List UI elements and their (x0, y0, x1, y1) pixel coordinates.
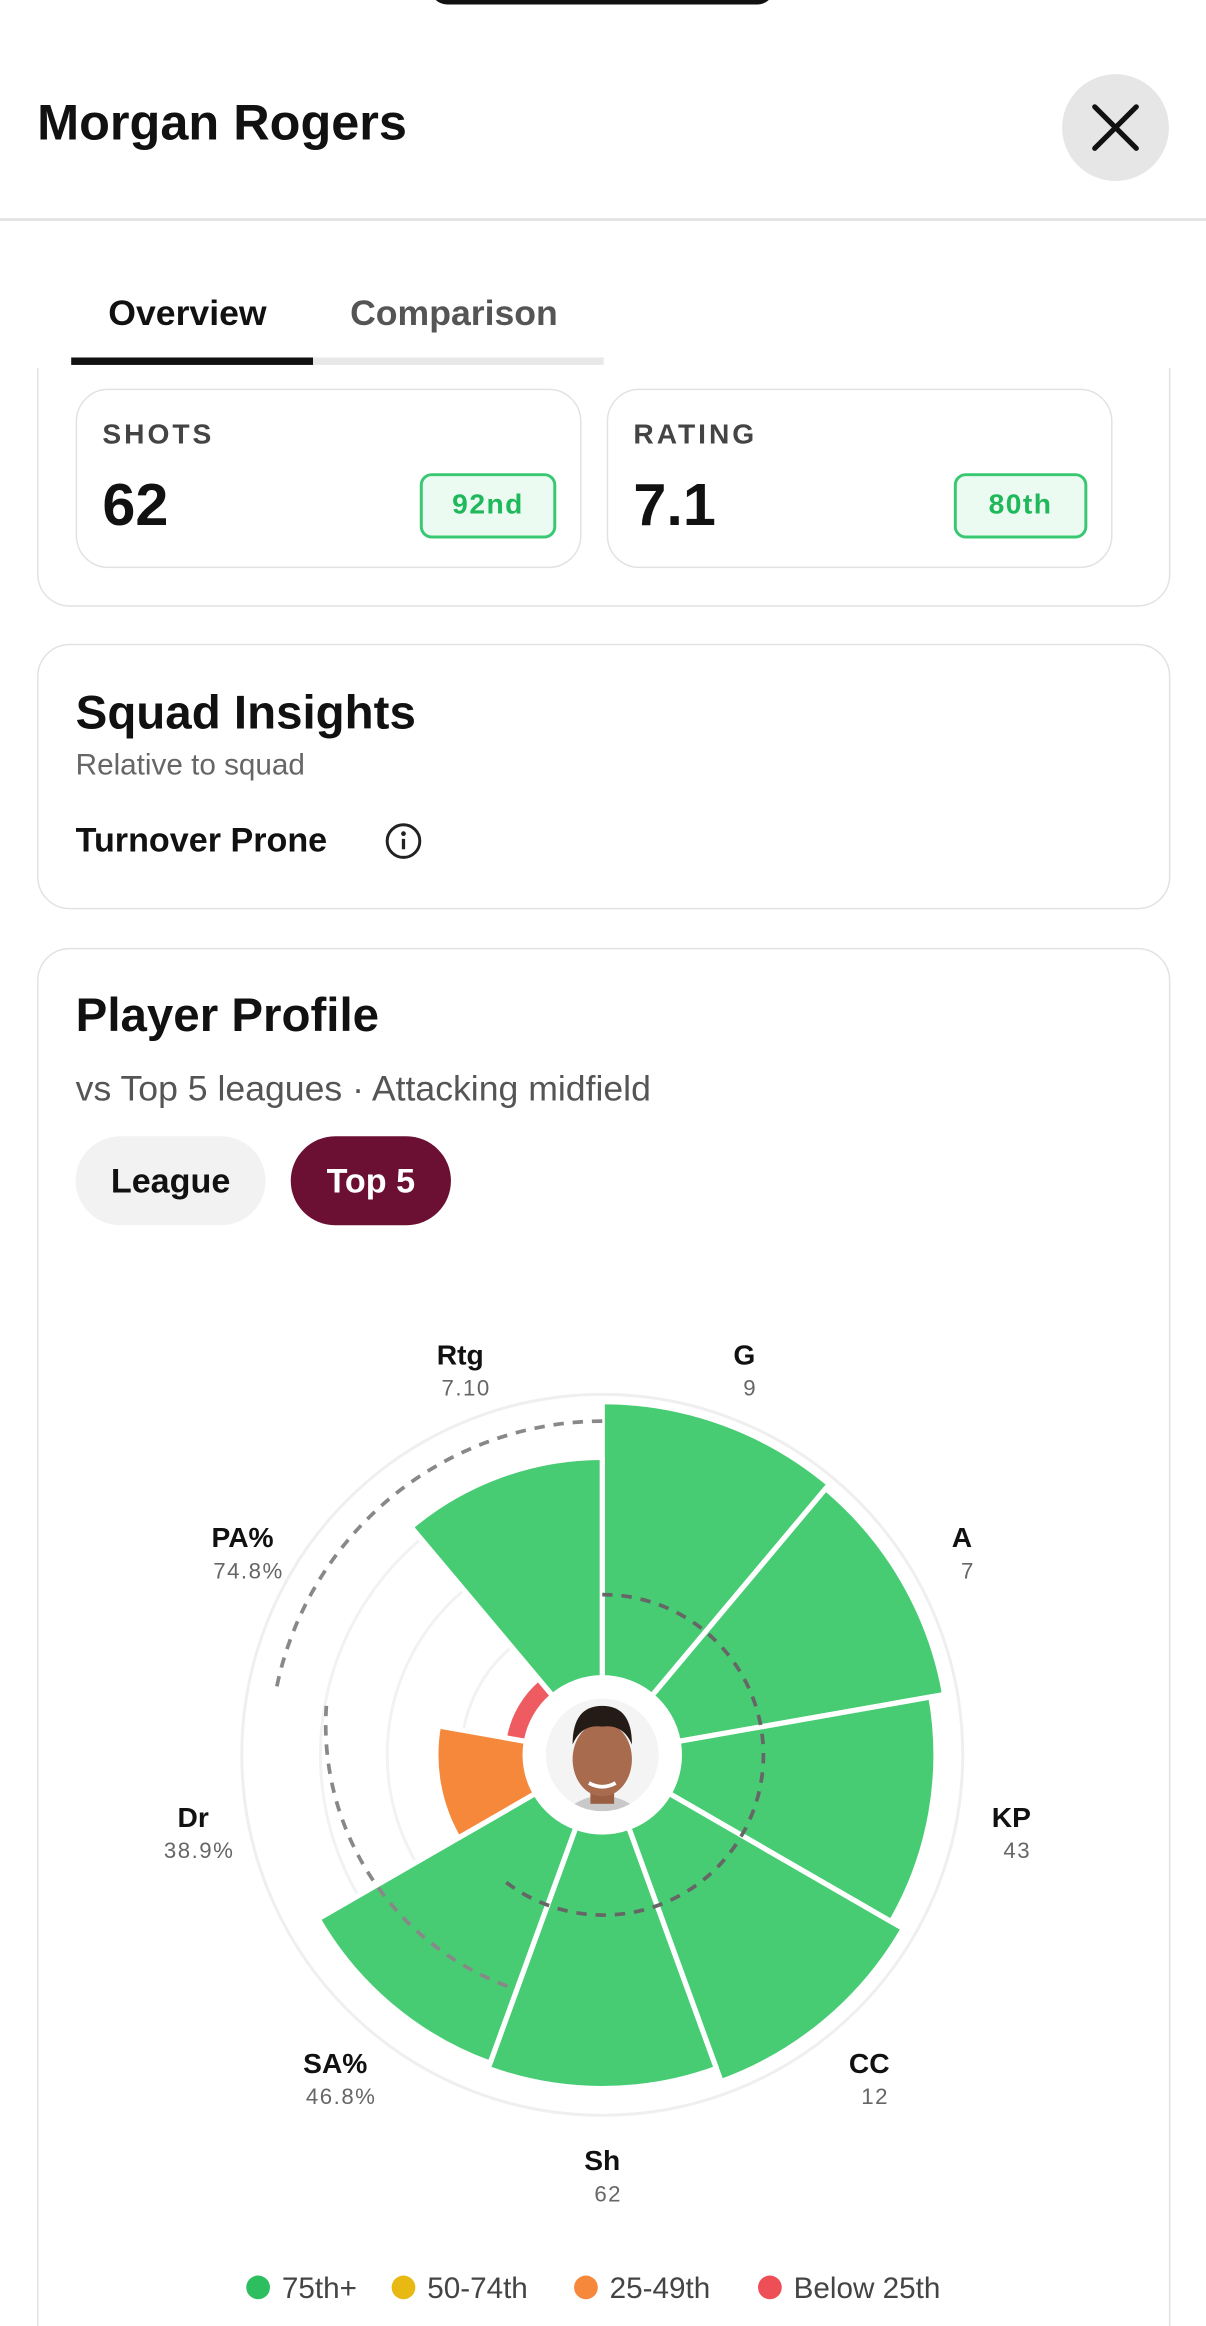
legend-label: 25-49th (610, 2272, 711, 2305)
stat-label: 12 (861, 2084, 889, 2109)
category-label: CC (849, 2047, 890, 2079)
card-subtitle: vs Top 5 leagues · Attacking midfield (75, 1069, 651, 1110)
stat-label: 74.8% (213, 1558, 284, 1583)
category-label: Rtg (437, 1339, 484, 1371)
stat-value: 7.1 (633, 473, 716, 539)
tab-track (71, 357, 604, 365)
legend-swatch (391, 2275, 416, 2300)
category-label: G (733, 1339, 755, 1371)
card-title: Squad Insights (75, 685, 416, 739)
stat-value: 62 (102, 473, 169, 539)
stat-label: 43 (1003, 1838, 1031, 1863)
card-subtitle: Relative to squad (75, 749, 305, 782)
close-icon (1092, 104, 1139, 151)
tab-bar: Overview Comparison (0, 222, 1206, 368)
legend-label: 75th+ (282, 2272, 357, 2305)
average-arc (274, 1419, 603, 1692)
stat-label: RATING (633, 419, 758, 451)
wedge (666, 1694, 939, 1925)
category-label: Sh (584, 2144, 620, 2176)
stat-card: SHOTS 62 92nd (75, 388, 582, 569)
stat-label: 9 (743, 1376, 757, 1401)
legend-label: Below 25th (794, 2272, 941, 2305)
wedge (485, 1824, 719, 2092)
stat-label: 38.9% (164, 1838, 235, 1863)
stat-label: 7.10 (442, 1376, 491, 1401)
card-title: Player Profile (75, 987, 380, 1042)
stat-card: RATING 7.1 80th (606, 388, 1113, 569)
wedge (649, 1485, 948, 1745)
wedge (599, 1399, 832, 1699)
category-label: Dr (178, 1801, 209, 1833)
average-arc (323, 1705, 513, 1990)
legend-swatch (246, 2275, 270, 2300)
filter-pill[interactable]: League (75, 1136, 266, 1226)
wedge (433, 1723, 539, 1841)
insight-tag: Turnover Prone (75, 820, 328, 859)
player-photo (545, 1698, 659, 1812)
legend-swatch (758, 2275, 782, 2300)
tab[interactable]: Overview (108, 293, 267, 334)
stat-label: 62 (594, 2181, 622, 2206)
squad-insights-card: Squad Insights Relative to squad Turnove… (37, 643, 1171, 910)
tab-indicator (71, 357, 313, 365)
stat-label: 46.8% (306, 2084, 377, 2109)
info-icon[interactable] (384, 822, 423, 861)
percentile-badge: 80th (953, 473, 1088, 539)
header-title: Morgan Rogers (37, 94, 407, 152)
stat-label: 7 (961, 1558, 975, 1583)
handle (430, 0, 775, 5)
tab[interactable]: Comparison (350, 293, 558, 334)
legend-swatch (574, 2275, 598, 2300)
percentile-badge: 92nd (419, 473, 557, 539)
category-label: A (952, 1521, 972, 1553)
outer-ring (240, 1392, 965, 2117)
category-label: KP (992, 1801, 1031, 1833)
category-label: PA% (212, 1521, 274, 1553)
legend-label: 50-74th (427, 2272, 528, 2305)
close-button[interactable] (1062, 74, 1169, 181)
category-label: SA% (303, 2047, 367, 2079)
wedge (315, 1790, 579, 2066)
filter-pill[interactable]: Top 5 (290, 1136, 451, 1226)
wedge (408, 1454, 605, 1699)
stat-label: SHOTS (102, 419, 215, 451)
divider (0, 218, 1206, 222)
